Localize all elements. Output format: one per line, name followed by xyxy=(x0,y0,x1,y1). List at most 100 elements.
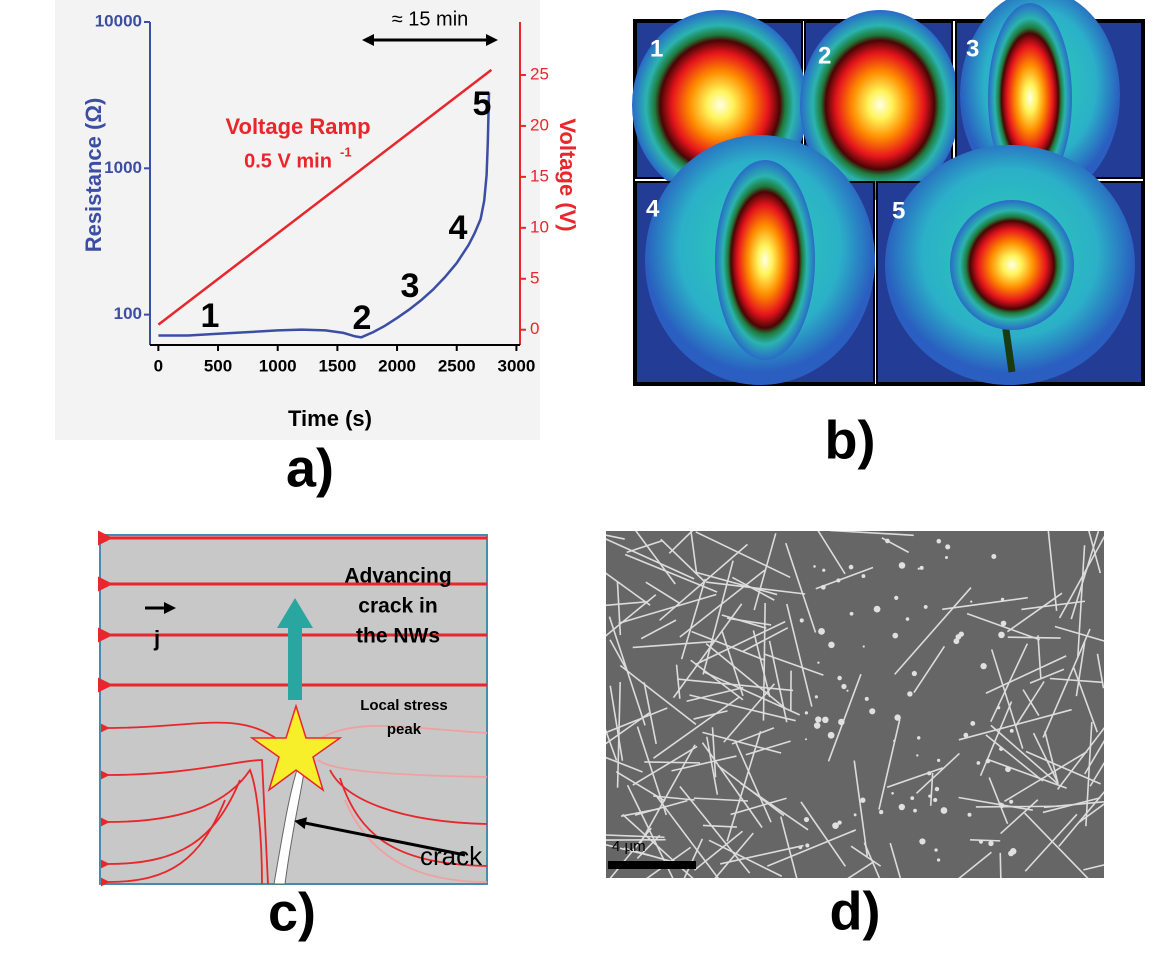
particle xyxy=(879,810,883,814)
label: j xyxy=(153,626,160,651)
particle xyxy=(832,822,839,829)
particle xyxy=(800,618,804,622)
particle xyxy=(999,747,1003,751)
point-label: 3 xyxy=(401,267,420,305)
particle xyxy=(894,596,898,600)
particle xyxy=(912,671,917,676)
frame-label: 5 xyxy=(892,197,905,224)
particle xyxy=(913,809,917,813)
particle xyxy=(863,645,865,647)
particle xyxy=(997,706,1000,709)
particle xyxy=(1005,766,1011,772)
particle xyxy=(1008,851,1014,857)
y2-axis-title: Voltage (V) xyxy=(555,118,580,231)
y-tick-label: 10000 xyxy=(95,11,142,30)
particle xyxy=(1001,598,1004,601)
particle xyxy=(935,787,939,791)
frame-label: 4 xyxy=(646,195,660,222)
x-tick-label: 2000 xyxy=(378,356,416,375)
particle xyxy=(953,638,959,644)
point-label: 4 xyxy=(449,209,468,247)
particle xyxy=(854,813,857,816)
particle xyxy=(988,841,993,846)
particle xyxy=(906,617,910,621)
particle xyxy=(999,803,1003,807)
particle xyxy=(814,722,820,728)
particle xyxy=(968,813,972,817)
annotation: 0.5 V min xyxy=(244,150,332,172)
particle xyxy=(828,732,835,739)
frame-label: 2 xyxy=(818,42,831,69)
particle xyxy=(934,848,937,851)
particle xyxy=(891,792,894,795)
particle xyxy=(963,733,968,738)
particle xyxy=(799,846,803,850)
particle xyxy=(937,858,940,861)
particle xyxy=(919,838,925,844)
particle xyxy=(894,714,900,720)
particle xyxy=(846,690,848,692)
thermal-image xyxy=(877,145,1142,385)
particle xyxy=(892,633,898,639)
label: the NWs xyxy=(356,625,440,648)
particle xyxy=(836,578,840,582)
particle xyxy=(849,565,854,570)
particle xyxy=(837,676,842,681)
x-tick-label: 2500 xyxy=(438,356,476,375)
point-label: 5 xyxy=(473,85,492,123)
particle xyxy=(869,708,875,714)
panel-label: b) xyxy=(825,410,876,470)
particle xyxy=(850,612,854,616)
label: peak xyxy=(387,721,422,738)
particle xyxy=(907,691,912,696)
particle xyxy=(815,716,821,722)
y-tick-label: 100 xyxy=(114,304,142,323)
panel-label: d) xyxy=(830,881,881,941)
panel-label: a) xyxy=(286,438,334,498)
y-tick-label: 1000 xyxy=(104,158,142,177)
x-tick-label: 500 xyxy=(204,356,232,375)
nanowire xyxy=(1000,853,1001,900)
particle xyxy=(1010,729,1014,733)
particle xyxy=(805,738,807,740)
particle xyxy=(941,807,948,814)
particle xyxy=(821,585,826,590)
label: Advancing xyxy=(344,565,451,588)
particle xyxy=(828,642,835,649)
annotation: Voltage Ramp xyxy=(225,114,370,139)
particle xyxy=(862,574,866,578)
particle xyxy=(980,663,986,669)
particle xyxy=(927,771,931,775)
particle xyxy=(979,840,983,844)
particle xyxy=(818,628,825,635)
particle xyxy=(899,804,905,810)
particle xyxy=(804,817,809,822)
particle xyxy=(937,759,940,762)
particle xyxy=(928,794,931,797)
nanowire xyxy=(970,840,1000,841)
particle xyxy=(815,695,818,698)
particle xyxy=(945,556,948,559)
y2-tick-label: 0 xyxy=(530,319,539,338)
point-label: 2 xyxy=(353,299,372,337)
particle xyxy=(817,662,819,664)
y2-tick-label: 20 xyxy=(530,115,549,134)
scale-bar xyxy=(608,861,696,869)
x-tick-label: 1000 xyxy=(259,356,297,375)
particle xyxy=(917,736,920,739)
particle xyxy=(945,544,950,549)
particle xyxy=(805,843,809,847)
point-label: 1 xyxy=(201,297,220,335)
y2-tick-label: 5 xyxy=(530,268,539,287)
frame-label: 3 xyxy=(966,35,979,62)
particle xyxy=(916,754,918,756)
y2-tick-label: 10 xyxy=(530,217,549,236)
particle xyxy=(899,562,906,569)
particle xyxy=(970,601,972,603)
particle xyxy=(805,711,808,714)
y2-tick-label: 15 xyxy=(530,166,549,185)
y2-tick-label: 25 xyxy=(530,64,549,83)
panel-label: c) xyxy=(268,882,316,942)
